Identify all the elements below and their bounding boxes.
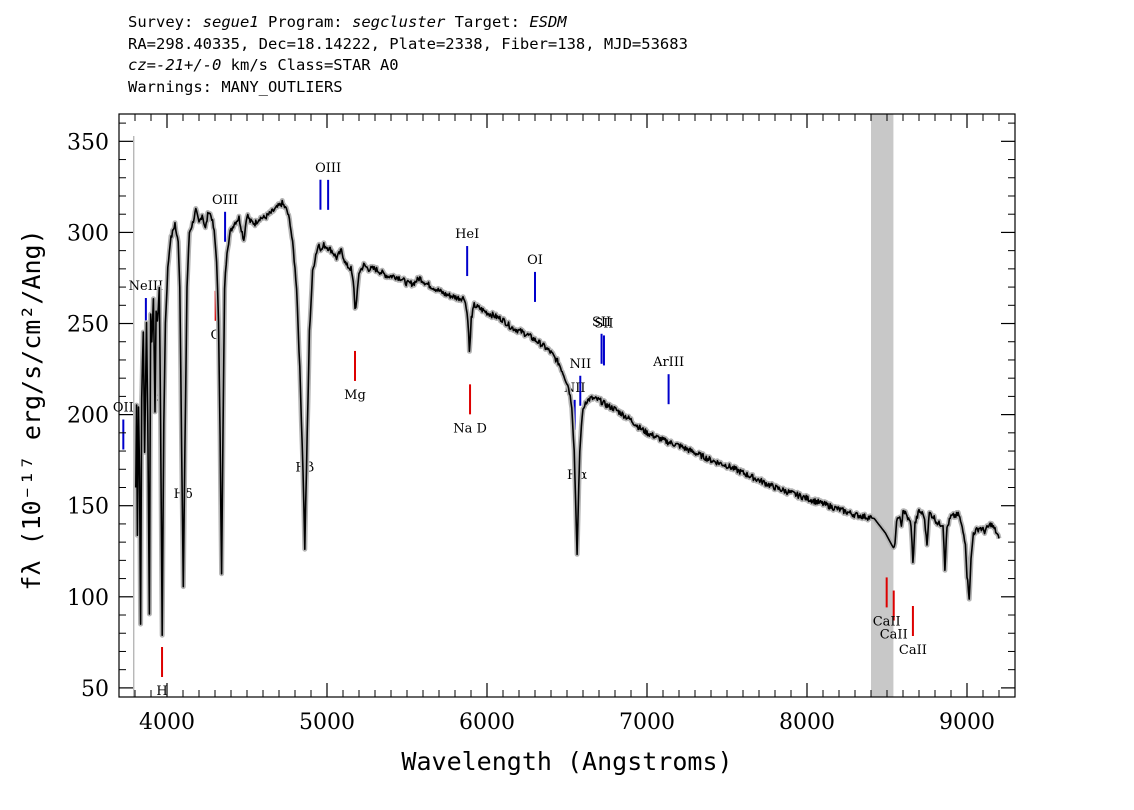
survey-key: Survey: (128, 13, 203, 31)
spectrum-header: Survey: segue1 Program: segcluster Targe… (128, 12, 688, 98)
x-tick-label: 5000 (299, 710, 355, 735)
emission-line-label: OIII (212, 193, 238, 208)
emission-line-label: SII (592, 315, 611, 330)
header-coordinates-line: RA=298.40335, Dec=18.14222, Plate=2338, … (128, 34, 688, 53)
survey-value: segue1 (202, 13, 259, 31)
absorption-line-label: CaII (873, 614, 901, 629)
spectral-line-labels: OIINeIIIHδOIIIHβOIIIHeIOINIIHαNIISIISIIA… (113, 161, 927, 699)
y-tick-label: 150 (67, 495, 109, 520)
emission-line-label: OI (527, 253, 543, 268)
y-axis-title: fλ (10⁻¹⁷ erg/s/cm²/Ang) (17, 229, 46, 590)
redshift-value: cz=-21+/-0 (128, 56, 222, 74)
y-tick-label: 50 (81, 677, 109, 702)
x-tick-label: 8000 (779, 710, 835, 735)
program-key: Program: (258, 13, 352, 31)
header-survey-line: Survey: segue1 Program: segcluster Targe… (128, 12, 688, 34)
program-value: segcluster (351, 13, 446, 31)
x-tick-label: 4000 (139, 710, 195, 735)
absorption-line-label: CaII (899, 643, 927, 658)
emission-line-label: HeI (455, 227, 479, 242)
absorption-line-label: G (210, 328, 220, 343)
absorption-line-label: Mg (344, 388, 366, 403)
x-tick-label: 6000 (459, 710, 515, 735)
spectral-line-markers (122, 179, 914, 677)
masked-region (871, 114, 894, 697)
emission-line-label: OIII (315, 161, 341, 176)
error-band (133, 198, 1002, 638)
x-tick-label: 9000 (939, 710, 995, 735)
y-tick-label: 100 (67, 586, 109, 611)
y-tick-label: 250 (67, 313, 109, 338)
y-tick-label: 300 (67, 221, 109, 246)
absorption-line-label: H (156, 684, 167, 699)
emission-line-label: ArIII (652, 355, 684, 370)
absorption-line-label: CaII (880, 628, 908, 643)
emission-line-label: SII (594, 316, 613, 331)
emission-line-label: OII (113, 400, 134, 415)
header-redshift-line: cz=-21+/-0 km/s Class=STAR A0 (128, 55, 688, 77)
target-value: ESDM (529, 13, 567, 31)
absorption-line-label: Na D (453, 421, 487, 436)
class-value: km/s Class=STAR A0 (221, 56, 399, 74)
y-tick-label: 200 (67, 404, 109, 429)
header-warnings-line: Warnings: MANY_OUTLIERS (128, 77, 343, 96)
emission-line-label: NII (569, 357, 591, 372)
x-tick-label: 7000 (619, 710, 675, 735)
spectrum-line (135, 199, 1000, 636)
axis-ticks: 4000 5000 6000 7000 8000 9000 50 100 150 200 250 30… (67, 114, 1016, 735)
emission-line-label: NeIII (129, 279, 163, 294)
x-axis-title: Wavelength (Angstroms) (401, 747, 732, 776)
target-key: Target: (445, 13, 530, 31)
y-tick-label: 350 (67, 130, 109, 155)
